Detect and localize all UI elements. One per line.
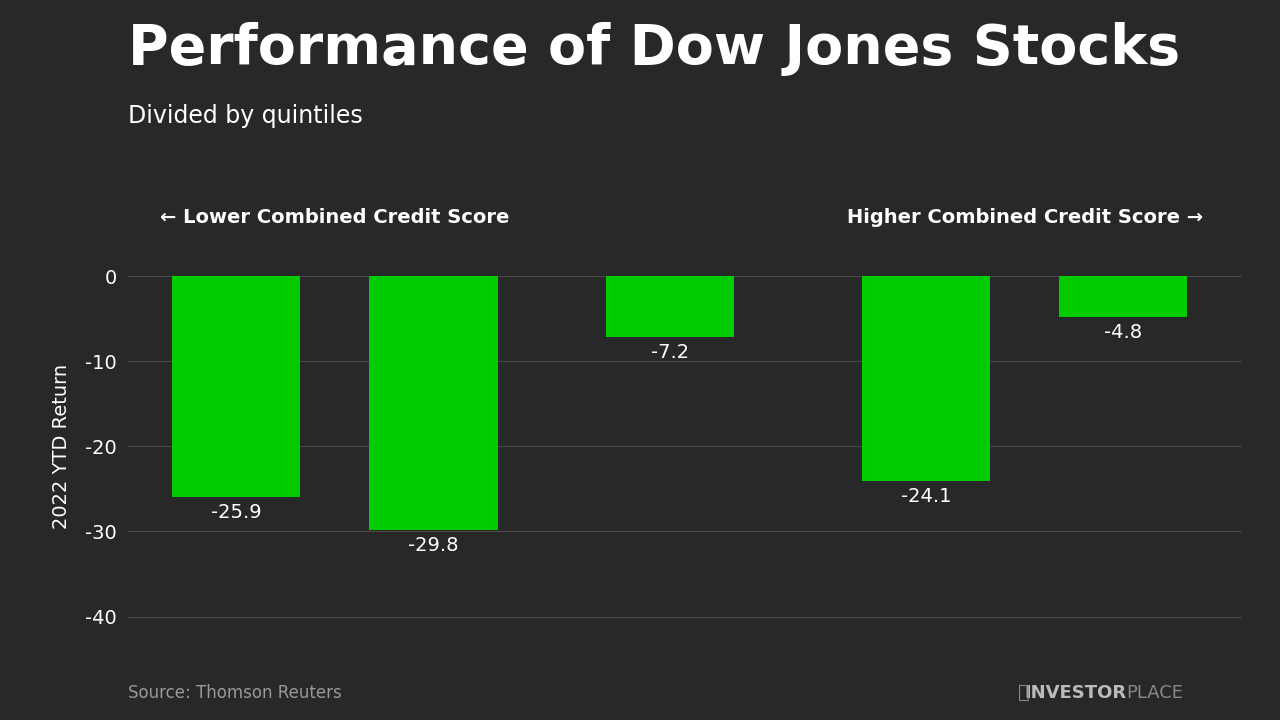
Bar bbox=[605, 276, 733, 338]
Bar bbox=[173, 276, 301, 497]
Bar bbox=[1060, 276, 1188, 317]
Text: INVESTOR: INVESTOR bbox=[1024, 684, 1126, 702]
Bar bbox=[863, 276, 991, 481]
Text: ← Lower Combined Credit Score: ← Lower Combined Credit Score bbox=[160, 208, 509, 227]
Bar bbox=[370, 276, 498, 530]
Text: PLACE: PLACE bbox=[1126, 684, 1184, 702]
Text: Performance of Dow Jones Stocks: Performance of Dow Jones Stocks bbox=[128, 22, 1180, 76]
Text: ⯈: ⯈ bbox=[1018, 683, 1029, 702]
Text: -4.8: -4.8 bbox=[1105, 323, 1143, 342]
Text: Higher Combined Credit Score →: Higher Combined Credit Score → bbox=[847, 208, 1203, 227]
Text: Source: Thomson Reuters: Source: Thomson Reuters bbox=[128, 684, 342, 702]
Text: -29.8: -29.8 bbox=[408, 536, 458, 554]
Text: Divided by quintiles: Divided by quintiles bbox=[128, 104, 362, 128]
Y-axis label: 2022 YTD Return: 2022 YTD Return bbox=[52, 364, 72, 529]
Text: -24.1: -24.1 bbox=[901, 487, 951, 506]
Text: -25.9: -25.9 bbox=[211, 503, 261, 521]
Text: -7.2: -7.2 bbox=[652, 343, 689, 362]
